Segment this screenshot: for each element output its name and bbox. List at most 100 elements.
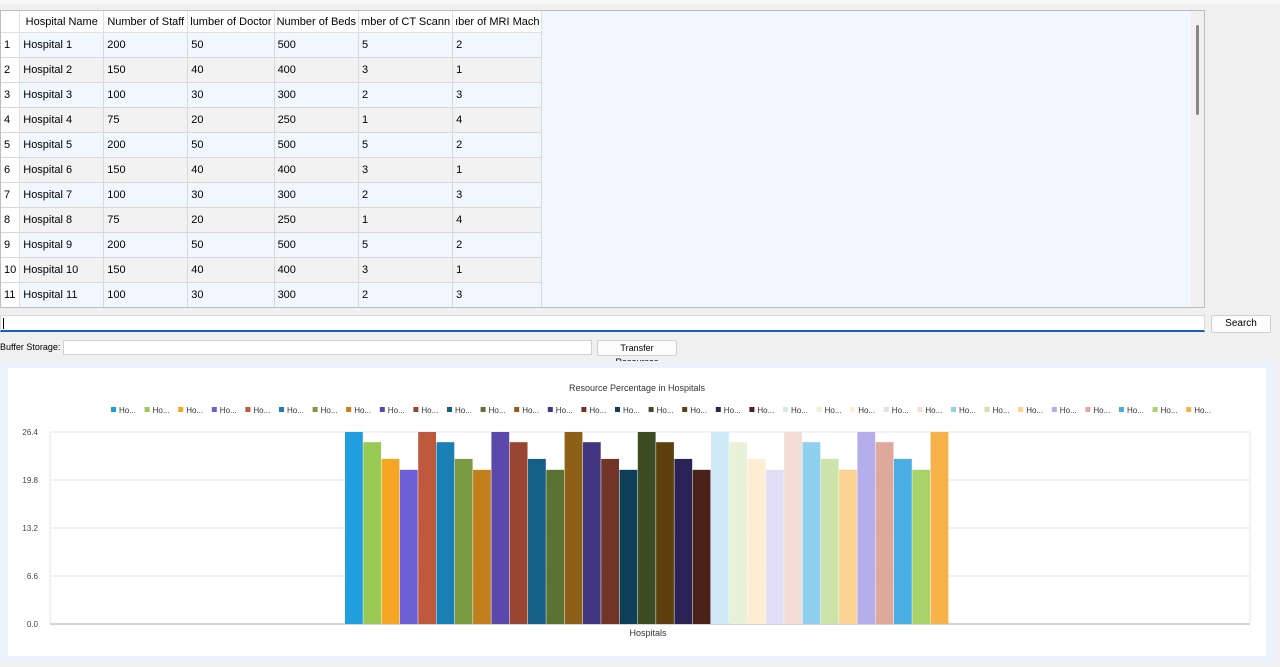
table-row[interactable]: 6 Hospital 6 150 40 400 3 1 [1,157,543,183]
table-cell[interactable]: 250 [274,207,360,233]
column-header-hospital-name[interactable]: Hospital Name [19,11,105,33]
hospital-table[interactable]: Hospital Name Number of Staff lumber of … [0,10,1205,308]
table-cell[interactable]: 2 [452,32,543,58]
legend-item[interactable]: Ho... [615,406,640,415]
table-cell[interactable]: 50 [187,232,275,258]
table-cell[interactable]: 50 [187,32,275,58]
chart-bar[interactable] [619,469,638,624]
legend-item[interactable]: Ho... [111,406,136,415]
legend-item[interactable]: Ho... [514,406,539,415]
row-number[interactable]: 9 [1,232,21,258]
legend-item[interactable]: Ho... [413,406,438,415]
table-vertical-scrollbar[interactable] [1191,11,1204,307]
table-cell[interactable]: 40 [187,257,275,283]
legend-item[interactable]: Ho... [346,406,371,415]
legend-item[interactable]: Ho... [211,406,237,415]
legend-item[interactable]: Ho... [850,406,875,415]
chart-bar[interactable] [692,469,711,624]
table-cell[interactable]: Hospital 3 [19,82,105,108]
table-cell[interactable]: 1 [452,157,543,183]
row-number[interactable]: 3 [1,82,21,108]
table-cell[interactable]: 2 [358,182,454,208]
table-cell[interactable]: 4 [452,207,543,233]
chart-bar[interactable] [473,469,491,624]
table-cell[interactable]: 3 [358,157,454,183]
legend-item[interactable]: Ho... [379,406,405,415]
table-cell[interactable]: Hospital 7 [19,182,105,208]
chart-bar[interactable] [930,432,949,624]
legend-item[interactable]: Ho... [279,406,304,415]
table-cell[interactable]: 250 [274,107,360,133]
table-row[interactable]: 8 Hospital 8 75 20 250 1 4 [1,207,543,233]
table-cell[interactable]: 3 [358,257,454,283]
chart-bar[interactable] [637,432,656,624]
legend-item[interactable]: Ho... [783,406,808,415]
table-cell[interactable]: 75 [103,207,189,233]
table-cell[interactable]: 4 [452,107,543,133]
legend-item[interactable]: Ho... [1085,406,1110,415]
table-cell[interactable]: Hospital 10 [19,257,105,283]
table-cell[interactable]: Hospital 2 [19,57,105,83]
table-cell[interactable]: 2 [452,232,543,258]
table-cell[interactable]: 500 [274,32,360,58]
table-corner[interactable] [1,11,21,33]
row-number[interactable]: 5 [1,132,21,158]
legend-item[interactable]: Ho... [682,406,707,415]
table-row[interactable]: 7 Hospital 7 100 30 300 2 3 [1,182,543,208]
chart-bar[interactable] [345,432,363,624]
column-header-beds[interactable]: Number of Beds [274,11,360,33]
table-row[interactable]: 11 Hospital 11 100 30 300 2 3 [1,282,543,307]
chart-bar[interactable] [381,458,400,624]
table-cell[interactable]: Hospital 4 [19,107,105,133]
table-cell[interactable]: 100 [103,182,189,208]
table-cell[interactable]: 2 [358,282,454,307]
table-row[interactable]: 2 Hospital 2 150 40 400 3 1 [1,57,543,83]
table-cell[interactable]: 2 [452,132,543,158]
table-cell[interactable]: 300 [274,82,360,108]
table-cell[interactable]: 150 [103,57,189,83]
legend-item[interactable]: Ho... [816,406,842,415]
legend-item[interactable]: Ho... [178,406,203,415]
table-cell[interactable]: Hospital 6 [19,157,105,183]
legend-item[interactable]: Ho... [480,406,506,415]
legend-item[interactable]: Ho... [951,406,976,415]
table-row[interactable]: 3 Hospital 3 100 30 300 2 3 [1,82,543,108]
table-cell[interactable]: 40 [187,157,275,183]
table-cell[interactable]: 400 [274,157,360,183]
table-cell[interactable]: 30 [187,282,275,307]
table-cell[interactable]: 3 [358,57,454,83]
chart-bar[interactable] [729,442,748,624]
chart-bar[interactable] [875,442,894,624]
legend-item[interactable]: Ho... [917,406,942,415]
table-cell[interactable]: 300 [274,182,360,208]
search-button[interactable]: Search [1211,315,1271,333]
table-cell[interactable]: 500 [274,132,360,158]
chart-bar[interactable] [491,432,510,624]
table-cell[interactable]: 30 [187,82,275,108]
table-cell[interactable]: 300 [274,282,360,307]
legend-item[interactable]: Ho... [1018,406,1043,415]
legend-item[interactable]: Ho... [144,406,170,415]
row-number[interactable]: 1 [1,32,21,58]
legend-item[interactable]: Ho... [883,406,909,415]
chart-bar[interactable] [509,442,528,624]
legend-item[interactable]: Ho... [547,406,573,415]
chart-bar[interactable] [802,442,821,624]
table-cell[interactable]: 20 [187,107,275,133]
chart-bar[interactable] [546,469,565,624]
transfer-resources-button[interactable]: Transfer Resources [597,340,677,367]
legend-item[interactable]: Ho... [1186,406,1211,415]
table-cell[interactable]: Hospital 11 [19,282,105,307]
legend-item[interactable]: Ho... [715,406,741,415]
table-cell[interactable]: 200 [103,32,189,58]
table-cell[interactable]: 1 [452,257,543,283]
table-cell[interactable]: Hospital 5 [19,132,105,158]
row-number[interactable]: 7 [1,182,21,208]
table-cell[interactable]: 5 [358,132,454,158]
chart-bar[interactable] [363,442,382,624]
table-row[interactable]: 9 Hospital 9 200 50 500 5 2 [1,232,543,258]
table-cell[interactable]: Hospital 9 [19,232,105,258]
table-cell[interactable]: 100 [103,82,189,108]
legend-item[interactable]: Ho... [1119,406,1144,415]
legend-item[interactable]: Ho... [1152,406,1178,415]
